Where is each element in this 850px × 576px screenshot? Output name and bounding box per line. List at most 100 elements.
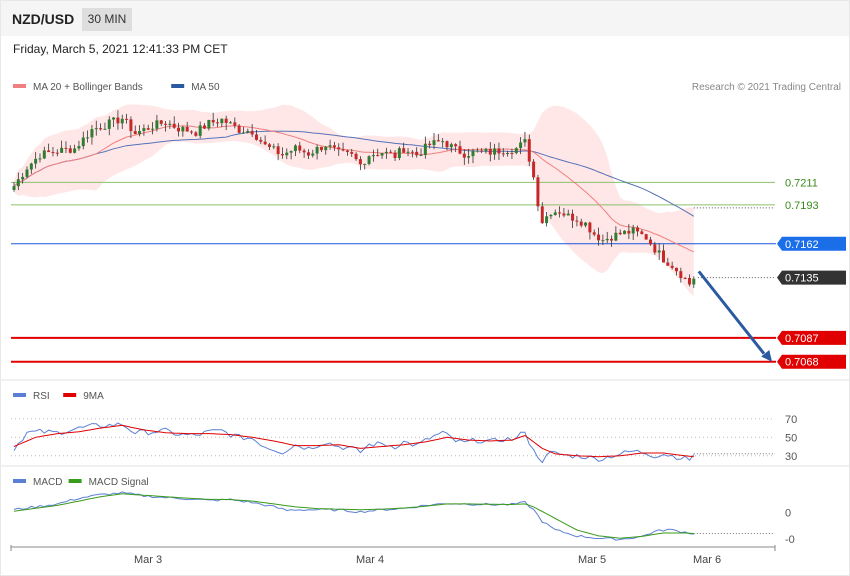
candle-body: [376, 155, 380, 157]
macd-legend-label-1: MACD Signal: [89, 477, 149, 488]
price-tag-bg: [777, 354, 846, 369]
candle-body: [683, 278, 687, 280]
candle-body: [51, 152, 55, 154]
candle-body: [432, 140, 436, 146]
candle-body: [99, 128, 103, 130]
candle-body: [540, 206, 544, 224]
legend-swatch: [13, 84, 26, 88]
candle-body: [311, 153, 315, 156]
candle-body: [436, 140, 440, 142]
candle-body: [107, 119, 111, 129]
candle-body: [454, 144, 458, 147]
candle-body: [480, 150, 484, 152]
candle-body: [211, 119, 215, 123]
candle-body: [441, 141, 445, 143]
candle-body: [475, 150, 479, 152]
candle-body: [29, 163, 33, 170]
candle-body: [207, 119, 211, 129]
candle-body: [259, 139, 263, 142]
macd-series-macd-signal: [13, 493, 694, 539]
candle-body: [610, 238, 614, 241]
candle-body: [177, 127, 181, 132]
x-tick-label-0: Mar 3: [134, 554, 162, 566]
candle-body: [172, 123, 176, 128]
candle-body: [419, 154, 423, 156]
candle-body: [571, 213, 575, 221]
candle-body: [138, 131, 142, 135]
x-tick-label-3: Mar 6: [693, 554, 721, 566]
candle-body: [662, 250, 665, 263]
candle-body: [220, 118, 224, 124]
candle-body: [151, 128, 155, 130]
candle-body: [458, 146, 462, 154]
candle-body: [289, 151, 293, 153]
candle-body: [488, 148, 492, 155]
candle-body: [285, 152, 289, 156]
candle-body: [692, 278, 696, 285]
candle-body: [94, 128, 98, 130]
legend-swatch: [13, 393, 26, 397]
candle-body: [640, 231, 644, 235]
candle-body: [545, 216, 549, 224]
price-level-tag-5: 0.7068: [785, 357, 819, 369]
candle-body: [241, 132, 245, 134]
candle-body: [233, 122, 237, 126]
candle-body: [649, 239, 653, 245]
candle-body: [125, 118, 129, 120]
candle-body: [25, 169, 29, 177]
candle-body: [605, 238, 609, 241]
candle-body: [597, 234, 601, 241]
candle-body: [280, 154, 284, 156]
candle-body: [38, 158, 42, 160]
candle-body: [514, 148, 518, 154]
timeframe-badge[interactable]: 30 MIN: [82, 8, 132, 31]
price-tag-bg: [777, 236, 846, 251]
candle-body: [21, 176, 25, 180]
candle-body: [406, 151, 410, 153]
candle-body: [497, 148, 501, 154]
symbol-title: NZD/USD: [12, 11, 75, 27]
candle-body: [449, 144, 453, 148]
rsi-level-tick-1: 50: [785, 432, 797, 444]
candle-body: [623, 230, 627, 235]
credit-text: Research © 2021 Trading Central: [692, 82, 841, 93]
candle-body: [579, 221, 583, 226]
candle-body: [393, 152, 397, 159]
candle-body: [562, 213, 566, 216]
candle-body: [246, 130, 250, 133]
candle-body: [510, 152, 514, 154]
forecast-arrow-head: [761, 349, 772, 362]
macd-legend-label-0: MACD: [33, 477, 62, 488]
candle-body: [644, 234, 648, 240]
candle-body: [103, 128, 107, 130]
candle-body: [129, 119, 133, 132]
candle-body: [42, 150, 46, 159]
candle-body: [12, 186, 16, 190]
candle-body: [337, 147, 341, 150]
candle-body: [670, 265, 674, 268]
candle-body: [666, 262, 670, 266]
candle-body: [402, 148, 406, 153]
price-level-tag-4: 0.7087: [785, 333, 819, 345]
candle-body: [90, 129, 94, 138]
candle-body: [34, 158, 38, 164]
candle-body: [601, 240, 605, 242]
candle-body: [415, 151, 419, 156]
candle-body: [203, 125, 207, 129]
candle-body: [237, 125, 241, 133]
candle-body: [133, 131, 137, 135]
candle-body: [298, 145, 302, 151]
candle-body: [302, 150, 306, 153]
candle-body: [631, 227, 635, 234]
candle-body: [553, 212, 557, 215]
legend-swatch: [68, 479, 82, 483]
candle-body: [462, 153, 466, 158]
candle-body: [532, 161, 536, 178]
candle-body: [250, 130, 254, 135]
candle-body: [627, 230, 631, 234]
candle-body: [423, 143, 427, 155]
price-level-tag-0: 0.7211: [785, 177, 818, 189]
candle-body: [549, 214, 553, 217]
candle-body: [674, 267, 678, 272]
candle-body: [523, 139, 527, 143]
